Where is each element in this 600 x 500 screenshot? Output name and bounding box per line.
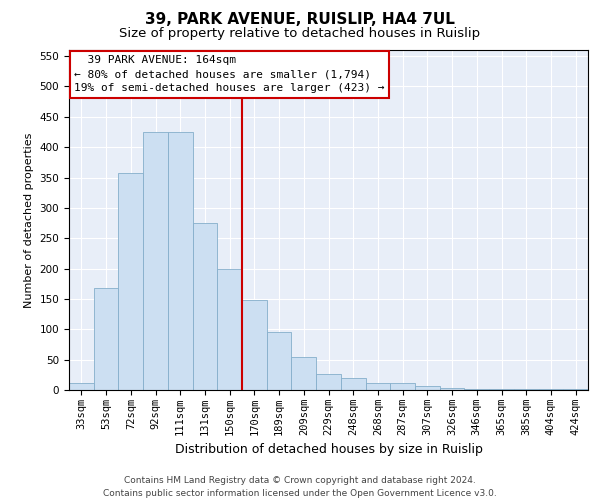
Bar: [143, 132, 168, 390]
Bar: [168, 132, 193, 390]
Bar: [118, 174, 143, 390]
X-axis label: Distribution of detached houses by size in Ruislip: Distribution of detached houses by size …: [175, 444, 482, 456]
Bar: [316, 374, 341, 390]
Bar: [341, 378, 365, 390]
Bar: [94, 288, 118, 390]
Bar: [242, 300, 267, 390]
Bar: [267, 332, 292, 390]
Bar: [193, 223, 217, 390]
Bar: [464, 389, 489, 390]
Bar: [415, 386, 440, 390]
Bar: [217, 268, 242, 390]
Bar: [69, 382, 94, 390]
Y-axis label: Number of detached properties: Number of detached properties: [24, 132, 34, 308]
Bar: [440, 388, 464, 390]
Bar: [390, 384, 415, 390]
Text: Size of property relative to detached houses in Ruislip: Size of property relative to detached ho…: [119, 28, 481, 40]
Text: Contains HM Land Registry data © Crown copyright and database right 2024.
Contai: Contains HM Land Registry data © Crown c…: [103, 476, 497, 498]
Bar: [489, 389, 514, 390]
Text: 39 PARK AVENUE: 164sqm  
← 80% of detached houses are smaller (1,794)
19% of sem: 39 PARK AVENUE: 164sqm ← 80% of detached…: [74, 55, 385, 93]
Text: 39, PARK AVENUE, RUISLIP, HA4 7UL: 39, PARK AVENUE, RUISLIP, HA4 7UL: [145, 12, 455, 28]
Bar: [292, 356, 316, 390]
Bar: [365, 384, 390, 390]
